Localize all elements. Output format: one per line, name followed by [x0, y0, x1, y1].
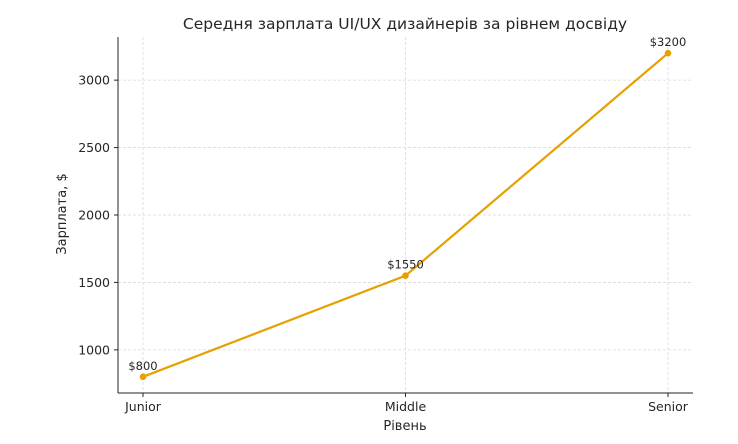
y-tick-label-4: 3000 — [78, 73, 110, 88]
data-point-senior — [664, 49, 672, 57]
data-labels: $800 $1550 $3200 — [128, 35, 686, 373]
x-tick-label-1: Middle — [385, 399, 427, 414]
data-point-middle — [402, 272, 409, 279]
data-label-middle: $1550 — [387, 258, 424, 272]
x-tick-label-2: Senior — [648, 399, 689, 414]
grid — [118, 37, 693, 393]
y-tick-label-2: 2000 — [78, 208, 110, 223]
data-point-junior — [139, 373, 147, 381]
x-axis-label: Рівень — [383, 419, 426, 434]
chart-title: Середня зарплата UI/UX дизайнерів за рів… — [183, 15, 627, 33]
data-label-senior: $3200 — [650, 35, 687, 49]
y-tick-label-3: 2500 — [78, 140, 110, 155]
y-tick-label-0: 1000 — [78, 342, 110, 357]
series — [139, 49, 672, 381]
ticks: 1000 1500 2000 2500 3000 Junior Middle Senior — [78, 73, 689, 414]
data-label-junior: $800 — [128, 359, 157, 373]
y-axis-label: Зарплата, $ — [55, 173, 70, 254]
y-tick-label-1: 1500 — [78, 275, 110, 290]
x-tick-label-0: Junior — [124, 399, 162, 414]
